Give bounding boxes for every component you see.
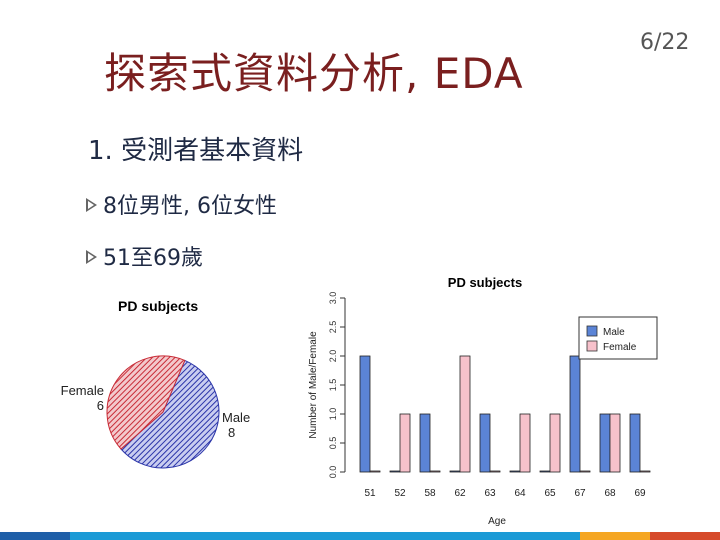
triangle-bullet-icon xyxy=(86,198,97,212)
y-tick-label: 1.0 xyxy=(328,408,338,421)
bullet-item: 8位男性, 6位女性 xyxy=(86,188,277,220)
page-number: 6/22 xyxy=(640,30,690,55)
bar-male-69 xyxy=(629,413,641,473)
bar-male-68 xyxy=(599,413,611,473)
triangle-bullet-icon xyxy=(86,250,97,264)
y-axis-label: Number of Male/Female xyxy=(308,331,319,439)
bullet-item: 51至69歲 xyxy=(86,240,203,272)
x-tick-label: 51 xyxy=(364,488,376,499)
bullet-text: 8位男性, 6位女性 xyxy=(103,194,277,219)
bar-male-51 xyxy=(359,355,371,473)
bullet-text: 51至69歲 xyxy=(103,246,203,271)
pie-label-male-value: 8 xyxy=(228,425,236,440)
x-tick-label: 65 xyxy=(544,488,556,499)
y-tick-label: 1.5 xyxy=(328,379,338,392)
x-tick-label: 67 xyxy=(574,488,586,499)
pie-label-male: Male 8 xyxy=(222,410,250,440)
bar-male-65 xyxy=(539,470,551,473)
footer-segment xyxy=(0,532,70,540)
x-tick-label: 69 xyxy=(634,488,646,499)
bar-female-67 xyxy=(579,470,591,473)
footer-color-band xyxy=(0,532,720,540)
bar-male-64 xyxy=(509,470,521,473)
bar-chart: PD subjects 0.0 0.5 1.0 1.5 2.0 2.5 3.0 Number o… xyxy=(308,275,658,527)
x-tick-label: 68 xyxy=(604,488,616,499)
bar-male-62 xyxy=(449,470,461,473)
bar-female-68 xyxy=(609,413,621,473)
bar-female-65 xyxy=(549,413,561,473)
bar-male-52 xyxy=(389,470,401,473)
section-heading: 1. 受測者基本資料 xyxy=(88,136,304,166)
bar-chart-title: PD subjects xyxy=(448,275,522,290)
bar-male-58 xyxy=(419,413,431,473)
x-tick-label: 62 xyxy=(454,488,466,499)
x-tick-label: 64 xyxy=(514,488,526,499)
bar-female-62 xyxy=(459,355,471,473)
pie-label-male-name: Male xyxy=(222,410,251,425)
pie-label-female-name: Female xyxy=(60,383,104,398)
bar-female-64 xyxy=(519,413,531,473)
footer-segment xyxy=(650,532,720,540)
x-axis-label: Age xyxy=(488,516,506,527)
x-tick-label: 58 xyxy=(424,488,436,499)
bar-female-63 xyxy=(489,470,501,473)
pie-label-female: Female 6 xyxy=(54,383,104,413)
footer-segment xyxy=(70,532,580,540)
y-tick-label: 2.0 xyxy=(328,350,338,363)
pie-label-female-value: 6 xyxy=(96,398,104,413)
legend-label-female: Female xyxy=(603,342,637,353)
slide-title: 探索式資料分析, EDA xyxy=(104,49,524,98)
bar-male-63 xyxy=(479,413,491,473)
y-tick-label: 0.5 xyxy=(328,437,338,450)
legend-swatch-male xyxy=(586,325,598,337)
x-tick-label: 52 xyxy=(394,488,406,499)
legend-swatch-female xyxy=(586,340,598,352)
bar-female-51 xyxy=(369,470,381,473)
pie-slice-male xyxy=(120,359,220,469)
y-tick-label: 2.5 xyxy=(328,321,338,334)
bar-male-67 xyxy=(569,355,581,473)
pie-chart-title: PD subjects xyxy=(118,298,199,314)
y-tick-label: 3.0 xyxy=(328,292,338,305)
legend-box xyxy=(578,316,658,360)
bar-female-69 xyxy=(639,470,651,473)
y-tick-label: 0.0 xyxy=(328,466,338,479)
pie-slice-female xyxy=(106,355,186,450)
bar-female-58 xyxy=(429,470,441,473)
legend-label-male: Male xyxy=(603,327,625,338)
footer-segment xyxy=(580,532,650,540)
x-tick-label: 63 xyxy=(484,488,496,499)
bar-female-52 xyxy=(399,413,411,473)
